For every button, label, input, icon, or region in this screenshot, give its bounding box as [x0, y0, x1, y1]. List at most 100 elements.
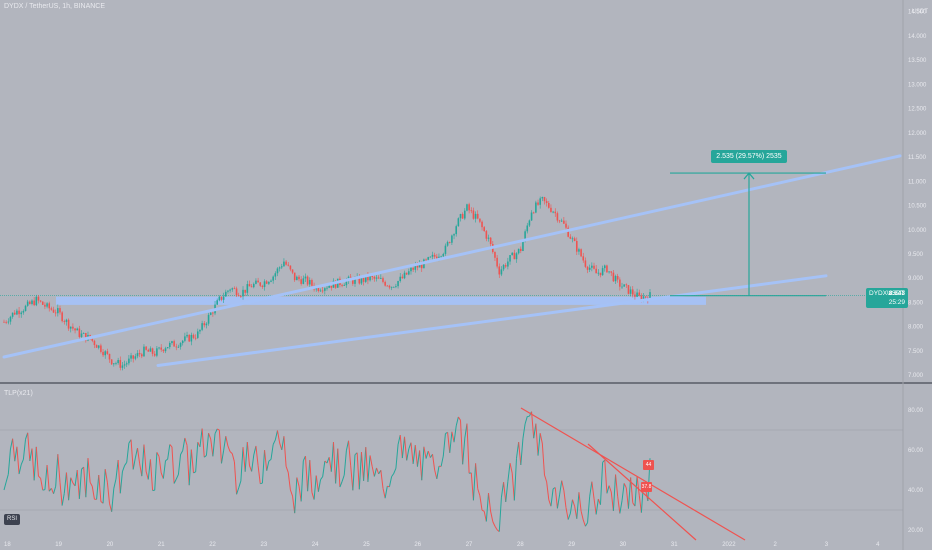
rsi-segment — [22, 439, 27, 460]
candle-body — [156, 348, 158, 356]
rsi-segment — [399, 435, 403, 459]
rsi-segment — [481, 509, 485, 512]
rsi-segment — [567, 513, 571, 520]
candle-body — [427, 257, 430, 260]
rsi-segment — [195, 442, 199, 472]
candle-body — [134, 356, 137, 359]
candle-body — [33, 300, 35, 306]
rsi-segment — [257, 465, 261, 484]
rsi-segment — [147, 459, 151, 480]
rsi-segment — [279, 442, 283, 451]
price-range-tool[interactable] — [670, 172, 826, 297]
rsi-segment — [121, 465, 126, 472]
candle-body — [526, 225, 529, 232]
x-tick-label: 23 — [261, 542, 268, 548]
rsi-segment — [371, 466, 375, 477]
rsi-segment — [83, 467, 87, 498]
candle-body — [485, 231, 488, 239]
y-tick-label: 12.500 — [908, 107, 927, 113]
candle-body — [257, 280, 259, 283]
candle-body — [121, 365, 124, 368]
signal-marker-2[interactable]: 37.8 — [641, 482, 652, 492]
support-zone[interactable] — [56, 296, 706, 305]
rsi-segment — [126, 443, 130, 463]
candle-body — [205, 323, 208, 326]
rsi-segment — [46, 464, 50, 492]
rsi-segment — [20, 459, 24, 465]
rsi-segment — [231, 453, 235, 462]
rsi-segment — [255, 445, 259, 466]
candle-body — [166, 347, 169, 349]
signal-marker-1[interactable]: 44 — [643, 460, 654, 470]
rsi-segment — [472, 463, 477, 501]
rsi-segment — [167, 444, 171, 460]
x-tick-label: 25 — [363, 542, 370, 548]
indicator-pane[interactable]: 80.00 60.00 40.00 20.00 — [0, 408, 924, 534]
candle-body — [642, 296, 645, 301]
candle-body — [125, 363, 128, 365]
x-tick-label: 2 — [774, 542, 778, 548]
candle-body — [638, 292, 641, 296]
rsi-segment — [384, 486, 388, 499]
candle-body — [199, 329, 201, 332]
indicator-trendline-1[interactable] — [520, 407, 746, 541]
rsi-segment — [130, 439, 134, 470]
candle-body — [582, 256, 585, 261]
candle-body — [298, 276, 300, 280]
candle-body — [244, 289, 246, 293]
rsi-segment — [391, 473, 395, 477]
rsi-segment — [276, 430, 281, 444]
rsi-segment — [85, 458, 89, 498]
candle-body — [37, 296, 40, 301]
candle-body — [63, 321, 66, 322]
candle-body — [235, 288, 238, 296]
rsi-segment — [223, 436, 227, 451]
rsi-segment — [113, 478, 117, 489]
rsi-badge[interactable]: RSI — [4, 514, 20, 525]
candle-body — [93, 340, 96, 346]
rsi-segment — [70, 477, 74, 484]
rsi-segment — [177, 454, 182, 475]
candle-body — [330, 285, 333, 288]
candle-body — [591, 265, 593, 268]
rsi-segment — [165, 458, 168, 462]
candle-body — [261, 285, 264, 287]
upper-trendline[interactable] — [2, 154, 902, 359]
candle-body — [500, 269, 503, 275]
rsi-segment — [89, 482, 93, 487]
rsi-segment — [425, 450, 429, 459]
time-axis[interactable]: 18 19 20 21 22 23 24 25 26 27 28 29 30 31 2022 2 3 4 — [4, 542, 880, 548]
candle-body — [274, 273, 277, 277]
rsi-segment — [524, 416, 528, 424]
price-axis[interactable]: 14.500 14.000 13.500 13.000 12.500 12.000 11.5… — [908, 10, 927, 379]
rsi-segment — [619, 500, 623, 514]
candle-body — [461, 214, 464, 219]
rsi-segment — [520, 438, 524, 465]
indicator-trendline-2[interactable] — [587, 443, 697, 541]
rsi-segment — [356, 452, 360, 490]
rsi-segment — [492, 521, 496, 527]
candle-body — [117, 359, 119, 364]
rsi-segment — [554, 487, 558, 509]
candle-body — [85, 333, 87, 341]
indicator-title[interactable]: TLP(x21) — [4, 390, 33, 397]
rsi-segment — [38, 475, 41, 479]
candle-body — [319, 290, 322, 292]
rsi-segment — [292, 496, 296, 514]
x-tick-label: 21 — [158, 542, 165, 548]
candle-body — [67, 319, 70, 329]
chart-title[interactable]: DYDX / TetherUS, 1h, BINANCE — [4, 3, 106, 10]
lower-trendline[interactable] — [156, 274, 828, 367]
rsi-segment — [180, 450, 184, 455]
candle-body — [188, 334, 190, 342]
candle-body — [369, 275, 371, 281]
rsi-segment — [475, 463, 479, 489]
candle-body — [367, 275, 369, 281]
rsi-segment — [332, 442, 337, 484]
candle-body — [578, 249, 580, 252]
rsi-segment — [427, 450, 431, 458]
y-tick-label: 10.000 — [908, 228, 927, 234]
candle-body — [26, 301, 29, 306]
candle-body — [612, 272, 615, 282]
